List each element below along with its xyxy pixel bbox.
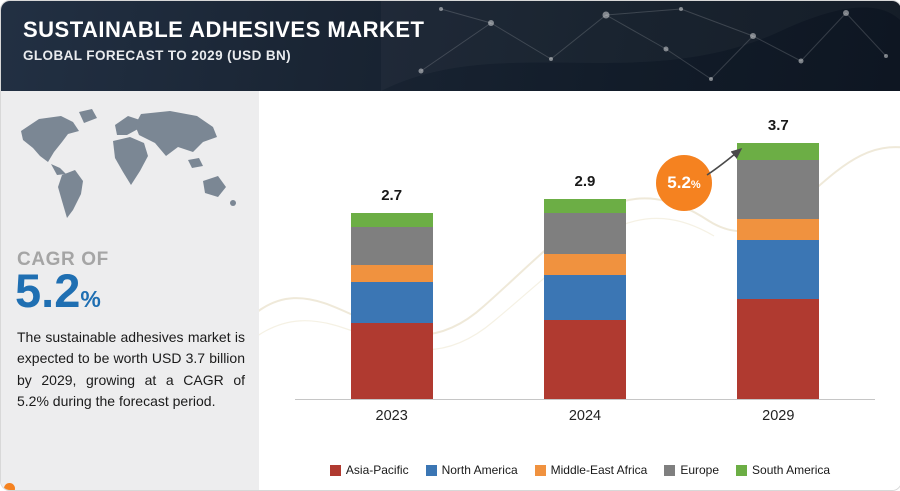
bar-segment-middle-east-africa (737, 219, 820, 240)
bar-column-2023: 2.7 (350, 187, 433, 399)
x-axis-label: 2023 (375, 408, 408, 424)
bar-segment-north-america (737, 240, 820, 299)
cagr-number: 5.2 (15, 264, 81, 317)
legend-swatch (329, 464, 341, 476)
bar-segment-south-america (350, 213, 433, 227)
network-decoration (418, 7, 888, 81)
legend-label: Asia-Pacific (345, 463, 409, 477)
legend-label: North America (441, 463, 518, 477)
legend-swatch (664, 464, 676, 476)
bar-total-label: 3.7 (767, 117, 789, 134)
bar-segment-europe (737, 160, 820, 219)
content-body: CAGR OF 5.2% The sustainable adhesives m… (1, 91, 900, 490)
chart-area: 2.7 2.9 3.7 2023 2024 2029 5.2% Asia-Pacific… (259, 91, 900, 490)
bar-segment-middle-east-africa (543, 254, 626, 275)
legend-swatch (736, 464, 748, 476)
x-axis-label: 2029 (762, 408, 795, 424)
legend-label: Europe (680, 463, 720, 477)
bar-column-2029: 3.7 (737, 117, 820, 399)
market-description: The sustainable adhesives market is expe… (17, 329, 245, 409)
bar-segment-asia-pacific (543, 320, 626, 399)
legend-item-asia-pacific: Asia-Pacific (329, 463, 409, 477)
x-axis-labels: 2023 2024 2029 (295, 408, 875, 424)
cagr-label: CAGR OF (17, 249, 109, 270)
world-map (21, 109, 236, 218)
bar-segment-north-america (350, 282, 433, 323)
legend-swatch (534, 464, 546, 476)
bars-row: 2.7 2.9 3.7 (295, 117, 875, 399)
bar-segment-south-america (543, 199, 626, 213)
cagr-unit: % (80, 286, 101, 312)
bar-segment-north-america (543, 275, 626, 320)
page-subtitle: GLOBAL FORECAST TO 2029 (USD BN) (23, 48, 292, 63)
bar-stack (737, 143, 820, 399)
bar-segment-europe (543, 213, 626, 254)
bar-segment-europe (350, 227, 433, 265)
cagr-badge: 5.2% (656, 155, 712, 211)
bar-segment-asia-pacific (350, 323, 433, 399)
x-axis-label: 2024 (568, 408, 602, 424)
bar-stack (543, 199, 626, 399)
bar-stack (350, 213, 433, 399)
cagr-value: 5.2% (15, 267, 101, 314)
cagr-badge-number: 5.2 (667, 173, 691, 192)
legend-swatch (425, 464, 437, 476)
legend-item-middle-east-africa: Middle-East Africa (534, 463, 648, 477)
decor-dot (4, 483, 15, 490)
legend-label: Middle-East Africa (550, 463, 648, 477)
legend-label: South America (752, 463, 831, 477)
cagr-badge-unit: % (690, 178, 701, 191)
bar-segment-south-america (737, 143, 820, 160)
page-title: SUSTAINABLE ADHESIVES MARKET (23, 17, 425, 42)
bar-total-label: 2.7 (381, 187, 403, 204)
bar-column-2024: 2.9 (543, 173, 626, 399)
x-axis-line (295, 399, 875, 400)
legend-item-south-america: South America (736, 463, 830, 477)
bar-segment-asia-pacific (737, 299, 820, 399)
bar-total-label: 2.9 (574, 173, 596, 190)
legend: Asia-Pacific North America Middle-East Afr… (259, 463, 900, 477)
header-banner: SUSTAINABLE ADHESIVES MARKET GLOBAL FORE… (1, 1, 900, 91)
bar-segment-middle-east-africa (350, 265, 433, 282)
legend-item-europe: Europe (664, 463, 719, 477)
summary-panel: CAGR OF 5.2% The sustainable adhesives m… (1, 91, 259, 490)
legend-item-north-america: North America (425, 463, 518, 477)
